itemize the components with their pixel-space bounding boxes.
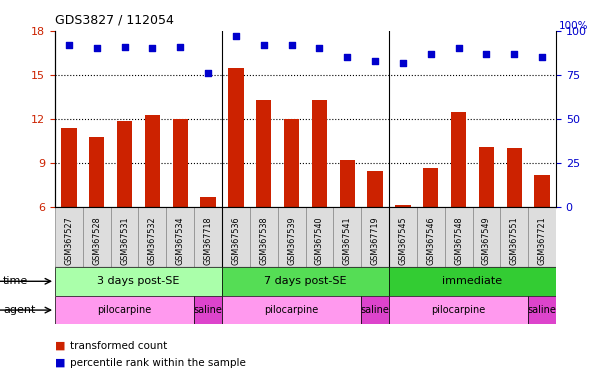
Text: ■: ■ <box>55 358 65 368</box>
Point <box>342 54 352 60</box>
Point <box>510 51 519 57</box>
Text: GSM367721: GSM367721 <box>538 216 547 265</box>
Text: GSM367531: GSM367531 <box>120 216 129 265</box>
Text: GSM367719: GSM367719 <box>371 216 379 265</box>
Bar <box>284 119 299 207</box>
Bar <box>389 296 528 324</box>
Bar <box>423 167 439 207</box>
Text: GSM367718: GSM367718 <box>203 216 213 265</box>
Bar <box>166 207 194 267</box>
Point <box>398 60 408 66</box>
Text: GSM367541: GSM367541 <box>343 216 352 265</box>
Text: GSM367540: GSM367540 <box>315 216 324 265</box>
Bar <box>389 207 417 267</box>
Point <box>120 43 130 50</box>
Point <box>64 42 74 48</box>
Text: agent: agent <box>3 305 35 315</box>
Bar <box>367 170 382 207</box>
Text: GSM367528: GSM367528 <box>92 216 101 265</box>
Bar <box>200 197 216 207</box>
Bar <box>145 114 160 207</box>
Text: ■: ■ <box>55 341 65 351</box>
Bar <box>306 207 334 267</box>
Text: transformed count: transformed count <box>70 341 167 351</box>
Point <box>175 43 185 50</box>
Bar <box>277 207 306 267</box>
Point <box>537 54 547 60</box>
Text: GSM367532: GSM367532 <box>148 216 157 265</box>
Text: GSM367551: GSM367551 <box>510 216 519 265</box>
Bar <box>395 205 411 207</box>
Bar <box>445 207 472 267</box>
Text: 100%: 100% <box>559 21 588 31</box>
Bar <box>535 175 550 207</box>
Text: GSM367548: GSM367548 <box>454 216 463 265</box>
Bar <box>55 207 83 267</box>
Bar <box>340 160 355 207</box>
Bar <box>83 207 111 267</box>
Point <box>315 45 324 51</box>
Bar <box>500 207 528 267</box>
Bar <box>528 207 556 267</box>
Text: time: time <box>3 276 28 286</box>
Bar <box>172 119 188 207</box>
Bar <box>222 267 389 296</box>
Point <box>287 42 296 48</box>
Text: immediate: immediate <box>442 276 503 286</box>
Bar <box>89 137 104 207</box>
Bar <box>312 100 327 207</box>
Bar <box>222 207 250 267</box>
Bar <box>111 207 139 267</box>
Text: saline: saline <box>528 305 557 315</box>
Bar <box>361 207 389 267</box>
Text: GSM367545: GSM367545 <box>398 216 408 265</box>
Bar <box>229 68 244 207</box>
Text: 7 days post-SE: 7 days post-SE <box>264 276 347 286</box>
Point <box>426 51 436 57</box>
Bar <box>194 296 222 324</box>
Text: pilocarpine: pilocarpine <box>97 305 152 315</box>
Text: pilocarpine: pilocarpine <box>265 305 319 315</box>
Text: GSM367536: GSM367536 <box>232 216 240 265</box>
Point <box>147 45 157 51</box>
Bar <box>250 207 277 267</box>
Bar <box>222 296 361 324</box>
Bar <box>61 128 76 207</box>
Text: GSM367549: GSM367549 <box>482 216 491 265</box>
Point <box>203 70 213 76</box>
Point <box>259 42 269 48</box>
Bar <box>528 296 556 324</box>
Bar <box>451 112 466 207</box>
Bar <box>139 207 166 267</box>
Text: GSM367534: GSM367534 <box>176 216 185 265</box>
Text: saline: saline <box>194 305 222 315</box>
Point <box>454 45 464 51</box>
Bar <box>55 267 222 296</box>
Bar <box>417 207 445 267</box>
Point <box>481 51 491 57</box>
Text: GSM367539: GSM367539 <box>287 216 296 265</box>
Text: GSM367527: GSM367527 <box>64 216 73 265</box>
Text: percentile rank within the sample: percentile rank within the sample <box>70 358 246 368</box>
Point <box>231 33 241 39</box>
Bar <box>472 207 500 267</box>
Bar <box>479 147 494 207</box>
Bar <box>361 296 389 324</box>
Text: GSM367538: GSM367538 <box>259 216 268 265</box>
Text: 3 days post-SE: 3 days post-SE <box>97 276 180 286</box>
Text: saline: saline <box>360 305 390 315</box>
Text: GSM367546: GSM367546 <box>426 216 435 265</box>
Bar <box>389 267 556 296</box>
Bar <box>194 207 222 267</box>
Bar <box>256 100 271 207</box>
Text: pilocarpine: pilocarpine <box>431 305 486 315</box>
Text: GDS3827 / 112054: GDS3827 / 112054 <box>55 14 174 27</box>
Bar <box>55 296 194 324</box>
Bar <box>334 207 361 267</box>
Bar <box>117 121 132 207</box>
Point <box>370 58 380 64</box>
Bar <box>507 149 522 207</box>
Point <box>92 45 101 51</box>
